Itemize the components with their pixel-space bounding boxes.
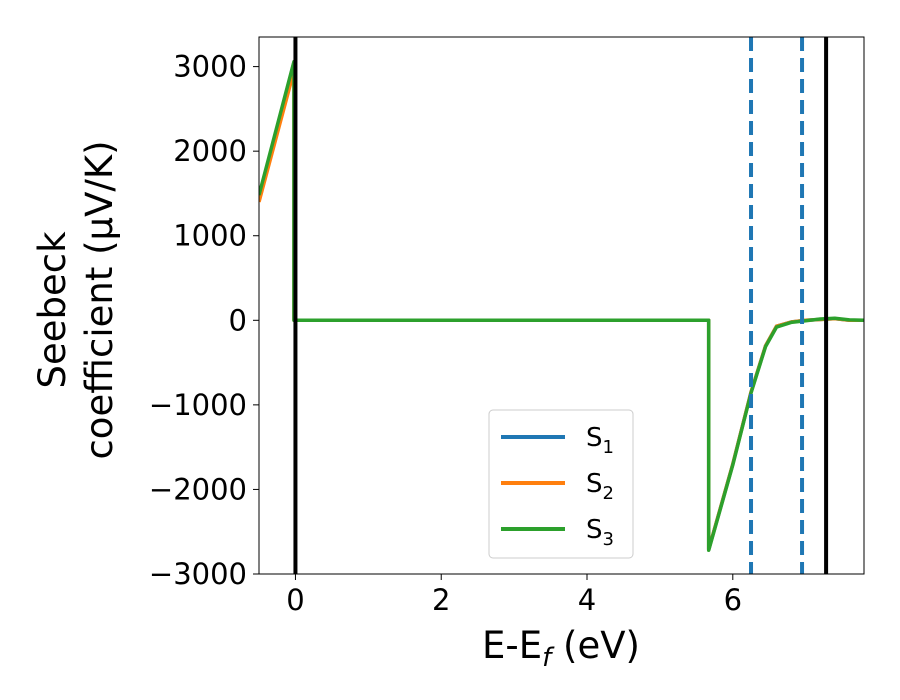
x-tick-label: 2 <box>432 583 450 617</box>
legend: S1 S2 S3 <box>488 409 634 559</box>
y-tick-label: 0 <box>229 303 247 337</box>
legend-label-s2: S2 <box>586 469 614 504</box>
x-tick-label: 4 <box>578 583 596 617</box>
y-axis-ticks: −3000 −2000 −1000 0 1000 2000 3000 <box>149 50 259 591</box>
x-axis-ticks: 0 2 4 6 <box>286 574 742 617</box>
plot-frame <box>258 36 865 575</box>
legend-label-s3: S3 <box>586 515 614 550</box>
series-layer <box>259 59 864 553</box>
vertical-lines <box>293 37 829 574</box>
x-tick-label: 0 <box>286 583 304 617</box>
y-tick-label: 3000 <box>173 50 247 84</box>
y-tick-label: 1000 <box>173 219 247 253</box>
legend-label-s1: S1 <box>586 423 614 458</box>
y-tick-label: −3000 <box>149 557 247 591</box>
x-axis-label: E-Ef (eV) <box>482 624 640 673</box>
y-tick-label: −2000 <box>149 472 247 506</box>
x-axis-label-unit: (eV) <box>551 624 640 667</box>
x-tick-label: 6 <box>724 583 742 617</box>
y-tick-label: −1000 <box>149 388 247 422</box>
series-line-s3 <box>259 59 864 553</box>
y-tick-label: 2000 <box>173 134 247 168</box>
y-axis-label-line1: Seebeck <box>31 231 74 389</box>
y-axis-label-line2: coefficient (μV/K) <box>78 140 121 459</box>
